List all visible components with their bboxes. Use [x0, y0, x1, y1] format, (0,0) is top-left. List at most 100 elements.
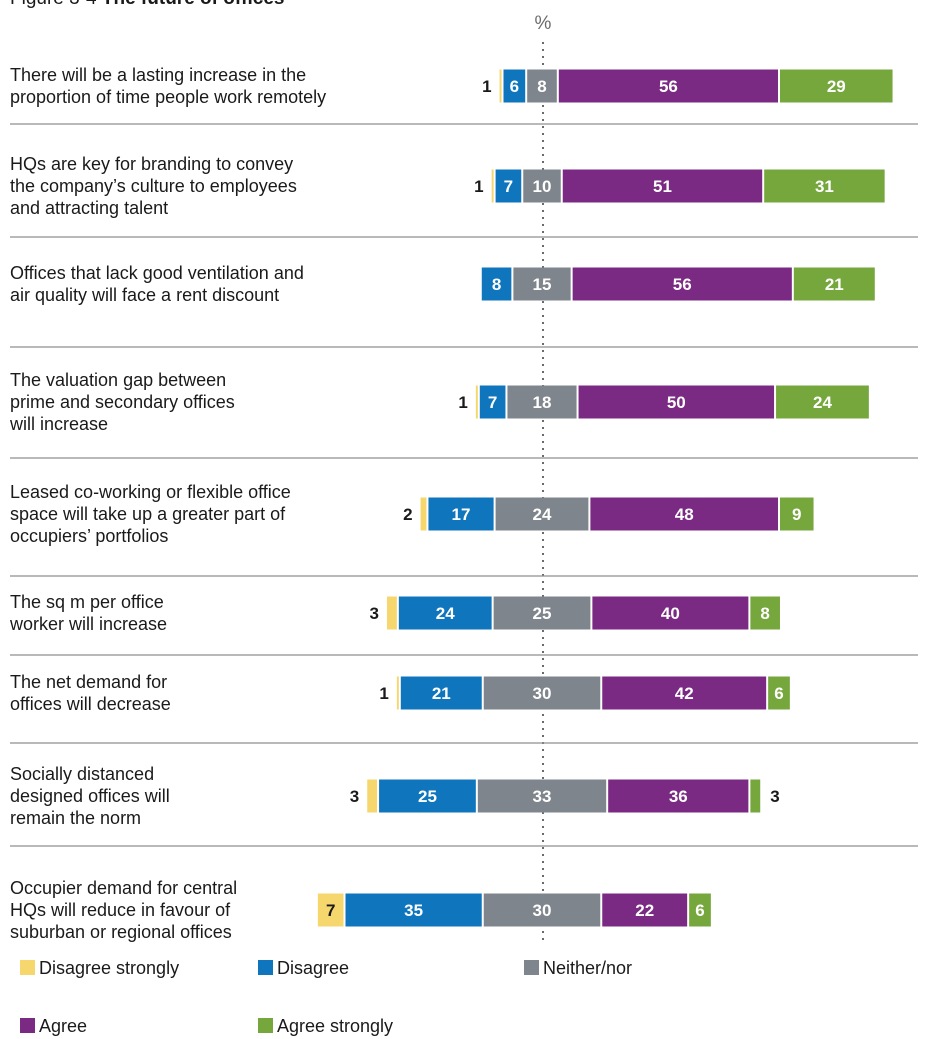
- chart-row: Leased co-working or flexible office spac…: [10, 482, 814, 546]
- bar-value-label: 7: [504, 177, 513, 196]
- bar-segment-disagree-strongly: [396, 676, 399, 710]
- row-label-line: The valuation gap between: [10, 370, 226, 390]
- bar-segment-disagree-strongly: [491, 169, 494, 203]
- bar-value-label-outside: 1: [482, 77, 491, 96]
- row-label-line: The sq m per office: [10, 592, 164, 612]
- row-label-line: proportion of time people work remotely: [10, 87, 326, 107]
- bar-segment-agree-strongly: [780, 497, 814, 531]
- row-label-line: Socially distanced: [10, 764, 154, 784]
- bar-value-label: 24: [813, 393, 832, 412]
- bar-value-label: 10: [533, 177, 552, 196]
- bar-segment-disagree: [495, 169, 522, 203]
- bar-segment-neither-nor: [507, 385, 577, 419]
- bar-segment-neither-nor: [483, 893, 601, 927]
- legend-label: Agree: [39, 1016, 87, 1036]
- legend-label: Neither/nor: [543, 958, 632, 978]
- bar-value-label: 30: [533, 901, 552, 920]
- bar-segment-disagree: [479, 385, 506, 419]
- row-label-line: suburban or regional offices: [10, 922, 232, 942]
- row-label: There will be a lasting increase in the p…: [10, 65, 326, 107]
- figure-title: Figure 3-4 The future of offices: [10, 0, 285, 9]
- row-label-line: worker will increase: [9, 614, 167, 634]
- bar-segment-agree-strongly: [689, 893, 711, 927]
- bar-value-label: 6: [774, 684, 783, 703]
- bar-value-label-outside: 3: [350, 787, 359, 806]
- bar-segment-neither-nor: [483, 676, 601, 710]
- legend: Disagree strongly Disagree Neither/nor Agre…: [20, 958, 632, 1036]
- bar-value-label: 8: [760, 604, 769, 623]
- bar-segment-agree-strongly: [764, 169, 885, 203]
- legend-swatch: [20, 960, 35, 975]
- bar-segment-disagree: [379, 779, 476, 813]
- row-label-line: remain the norm: [10, 808, 141, 828]
- row-label-line: Occupier demand for central: [10, 878, 237, 898]
- row-label: The net demand for offices will decrease: [10, 672, 171, 714]
- chart-row: Socially distanced designed offices will r…: [10, 764, 780, 828]
- row-label: Offices that lack good ventilation and ai…: [10, 263, 304, 305]
- bar-segment-agree-strongly: [780, 69, 893, 103]
- bar-value-label: 56: [673, 275, 692, 294]
- bar-segment-agree-strongly: [750, 779, 761, 813]
- row-label-line: designed offices will: [10, 786, 170, 806]
- row-label: Occupier demand for central HQs will redu…: [10, 878, 237, 942]
- bar-segment-disagree-strongly: [386, 596, 397, 630]
- bar-segment-neither-nor: [513, 267, 571, 301]
- bar-value-label: 50: [667, 393, 686, 412]
- bar-segment-neither-nor: [477, 779, 607, 813]
- bar-segment-disagree: [428, 497, 494, 531]
- bar-value-label: 30: [533, 684, 552, 703]
- chart-row: The net demand for offices will decrease 1…: [10, 672, 790, 714]
- bar-segment-disagree: [503, 69, 526, 103]
- bar-segment-agree-strongly: [793, 267, 875, 301]
- bar-segment-neither-nor: [495, 497, 589, 531]
- legend-item: Agree strongly: [258, 1016, 393, 1036]
- bar-value-label: 9: [792, 505, 801, 524]
- row-label-line: There will be a lasting increase in the: [10, 65, 306, 85]
- bar-segment-agree: [590, 497, 778, 531]
- bar-value-label: 8: [492, 275, 501, 294]
- row-label-line: will increase: [9, 414, 108, 434]
- bar-segment-agree-strongly: [768, 676, 790, 710]
- bar-value-label: 25: [418, 787, 437, 806]
- bar-value-label: 24: [436, 604, 455, 623]
- bar-segment-agree-strongly: [750, 596, 780, 630]
- chart-rows: There will be a lasting increase in the p…: [9, 65, 918, 942]
- bar-segment-disagree: [481, 267, 512, 301]
- legend-label: Disagree strongly: [39, 958, 179, 978]
- bar-value-label-outside: 1: [458, 393, 467, 412]
- bar-value-label: 40: [661, 604, 680, 623]
- bar-value-label-outside: 1: [379, 684, 388, 703]
- bar-value-label: 33: [533, 787, 552, 806]
- legend-label: Disagree: [277, 958, 349, 978]
- bar-value-label-outside: 1: [474, 177, 483, 196]
- bar-value-label: 21: [432, 684, 451, 703]
- bar-segment-neither-nor: [493, 596, 591, 630]
- bar-segment-agree: [578, 385, 775, 419]
- bar-segment-agree: [562, 169, 763, 203]
- bar-value-label: 7: [326, 901, 335, 920]
- bar-value-label: 56: [659, 77, 678, 96]
- bar-segment-disagree-strongly: [367, 779, 378, 813]
- bar-segment-agree: [558, 69, 778, 103]
- row-label-line: space will take up a greater part of: [10, 504, 286, 524]
- bar-value-label: 8: [537, 77, 546, 96]
- bar-value-label: 31: [815, 177, 834, 196]
- bar-value-label: 25: [533, 604, 552, 623]
- legend-swatch: [524, 960, 539, 975]
- bar-value-label: 51: [653, 177, 672, 196]
- bar-value-label-outside: 2: [403, 505, 412, 524]
- bar-segment-agree-strongly: [776, 385, 869, 419]
- chart-row: There will be a lasting increase in the p…: [10, 65, 893, 107]
- row-label-line: Leased co-working or flexible office: [10, 482, 291, 502]
- bar-segment-agree: [602, 676, 767, 710]
- bar-value-label: 36: [669, 787, 688, 806]
- bar-segment-neither-nor: [527, 69, 557, 103]
- legend-label: Agree strongly: [277, 1016, 393, 1036]
- bar-value-label: 42: [675, 684, 694, 703]
- row-label-line: HQs will reduce in favour of: [10, 900, 231, 920]
- bar-value-label: 7: [488, 393, 497, 412]
- bar-value-label: 48: [675, 505, 694, 524]
- bar-segment-agree: [608, 779, 749, 813]
- row-label: The valuation gap between prime and secon…: [9, 370, 235, 434]
